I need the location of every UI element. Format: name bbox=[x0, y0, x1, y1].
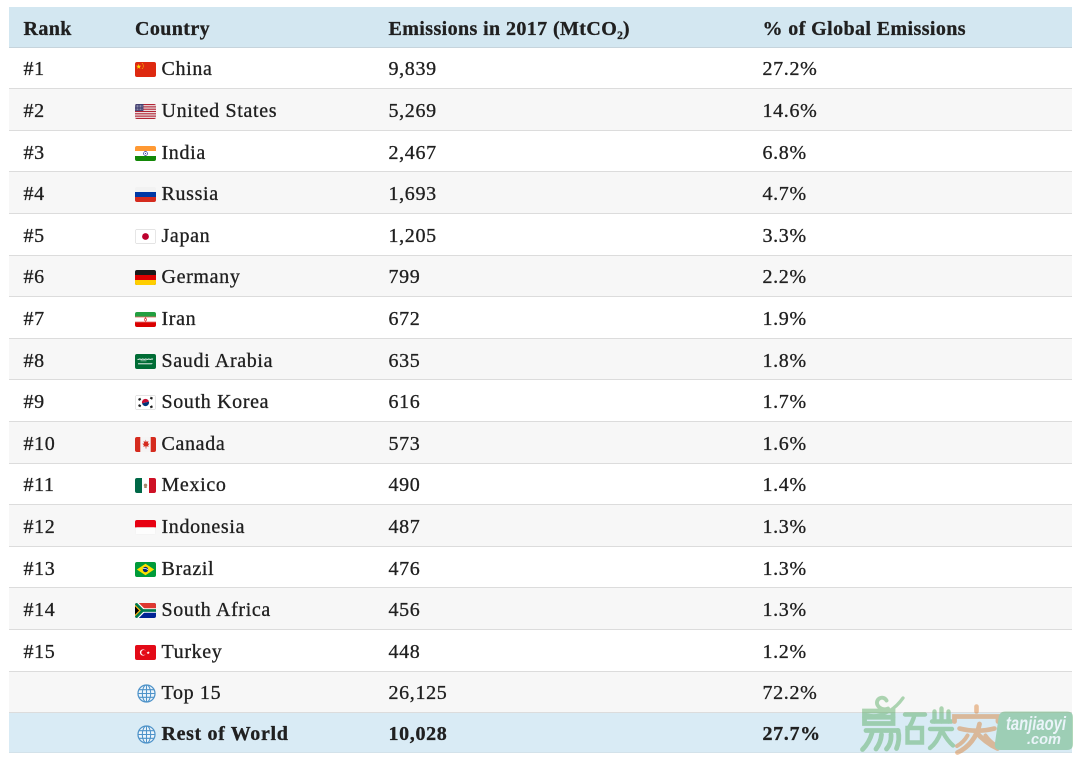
svg-text:tanjiaoyi: tanjiaoyi bbox=[1006, 714, 1067, 735]
svg-text:.com: .com bbox=[1027, 732, 1061, 748]
